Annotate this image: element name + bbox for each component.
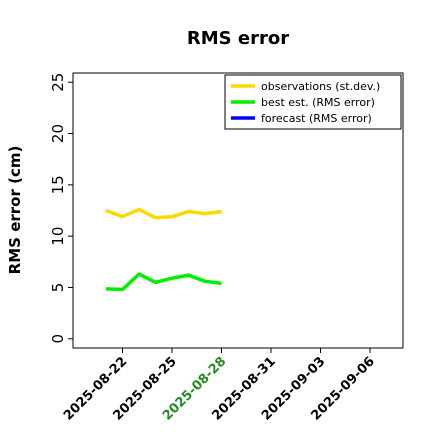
series-line <box>105 207 222 220</box>
legend-label: best est. (RMS error) <box>261 96 375 109</box>
legend-label: forecast (RMS error) <box>261 112 372 125</box>
y-tick-label: 15 <box>49 175 67 194</box>
y-tick-label: 0 <box>49 334 67 344</box>
y-axis-label: RMS error (cm) <box>6 146 24 275</box>
y-tick-label: 25 <box>49 73 67 92</box>
y-tick-label: 20 <box>49 124 67 143</box>
y-tick-label: 5 <box>49 283 67 293</box>
chart-title: RMS error <box>187 28 289 49</box>
y-tick-label: 10 <box>49 227 67 246</box>
plot-frame <box>72 72 404 349</box>
legend-label: observations (st.dev.) <box>261 80 380 93</box>
series-line <box>105 272 222 292</box>
